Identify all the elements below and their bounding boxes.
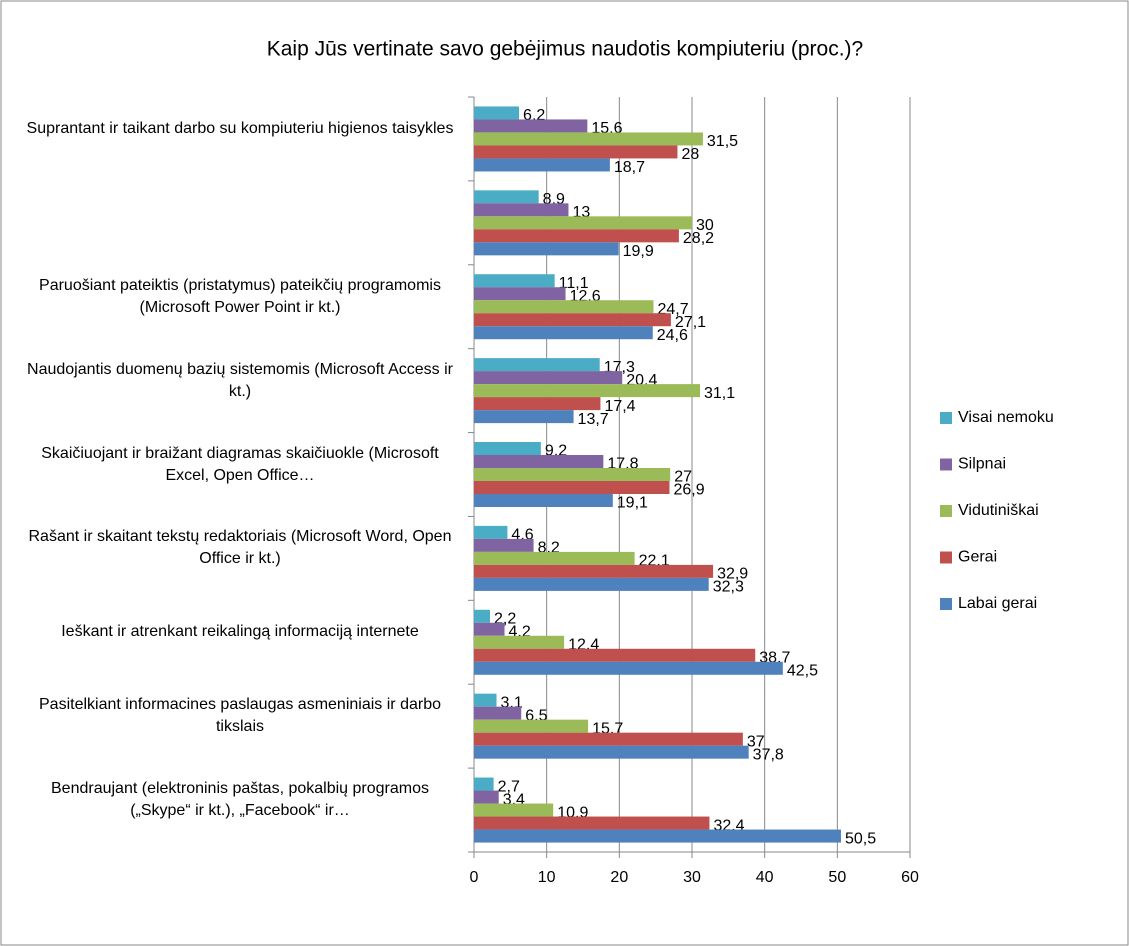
bar [474,693,497,707]
bar [474,564,714,578]
bar [474,803,554,817]
legend-swatch [940,551,952,564]
bar [474,745,749,759]
bar [474,203,569,217]
y-tick-label: Skaičiuojant ir braižant diagramas skaič… [41,444,439,484]
bar [474,525,508,539]
bar [474,538,534,552]
bar [474,609,490,623]
value-label: 19,1 [617,495,648,512]
bar [474,397,601,411]
bar [474,622,505,636]
bar [474,635,565,649]
bar [474,384,700,398]
bar [474,326,653,340]
bar [474,158,610,172]
y-tick-label: Rašant ir skaitant tekstų redaktoriais (… [28,528,452,568]
bar [474,494,613,507]
y-tick-label: Paruošiant pateiktis (pristatymus) patei… [39,276,441,316]
y-tick-label: Naudojantis duomenų bazių sistemomis (Mi… [27,360,453,400]
value-label: 28,2 [683,230,714,247]
legend-swatch [940,412,952,424]
bar [474,777,494,791]
value-label: 2,7 [498,778,520,795]
x-tick-label: 10 [538,869,556,886]
x-tick-label: 20 [610,869,628,886]
value-label: 18,7 [614,159,645,176]
x-tick-label: 50 [828,869,846,886]
bar [474,551,635,565]
bar [474,706,522,720]
value-label: 31,1 [704,385,735,402]
value-label: 37,8 [753,746,784,763]
bar [474,242,619,256]
bar [474,119,588,133]
value-label: 42,5 [787,662,818,679]
legend-swatch [940,505,952,517]
bar [474,132,703,146]
legend-label: Labai gerai [958,595,1037,612]
value-label: 32,9 [717,566,748,583]
value-label: 31,5 [707,133,738,150]
bar [474,732,743,746]
legend-swatch [940,458,952,471]
chart-title: Kaip Jūs vertinate savo gebėjimus naudot… [267,38,863,61]
legend-label: Vidutiniškai [958,502,1039,519]
bar [474,790,499,804]
value-label: 13,7 [578,411,609,428]
bar [474,145,678,159]
value-label: 28 [681,146,699,163]
bar [474,229,679,243]
value-label: 24,6 [657,327,688,344]
bar [474,816,710,830]
y-tick-label: Pasitelkiant informacines paslaugas asme… [39,696,441,736]
value-label: 27 [674,469,692,486]
value-label: 32,3 [713,579,744,596]
y-tick-label: Suprantant ir taikant darbo su kompiuter… [26,119,454,137]
value-label: 19,9 [623,243,654,260]
x-tick-label: 30 [683,869,701,886]
bar [474,829,841,843]
bar [474,468,671,481]
bar [474,410,574,424]
bar [474,287,566,301]
legend-label: Silpnai [958,456,1006,473]
legend-label: Gerai [958,549,997,566]
value-label: 11,1 [559,275,589,292]
bar [474,216,692,230]
value-label: 50,5 [845,830,876,847]
bar [474,481,670,494]
bar [474,719,589,733]
bar [474,577,709,591]
bar [474,313,671,327]
bar [474,300,654,314]
bar [474,455,604,468]
x-tick-label: 60 [901,869,919,886]
x-tick-label: 0 [470,869,479,886]
bar [474,358,600,372]
value-label: 26,9 [673,482,704,499]
bar [474,661,783,675]
y-tick-label: Bendraujant (elektroninis paštas, pokalb… [51,780,429,820]
bar [474,106,520,120]
bar [474,274,555,288]
legend-label: Visai nemoku [958,409,1054,426]
bar [474,442,541,455]
bar [474,371,623,385]
value-label: 27,1 [675,314,706,331]
bar [474,648,756,662]
x-tick-label: 40 [756,869,774,886]
value-label: 37 [747,733,765,750]
value-label: 30 [696,217,714,234]
value-label: 17,4 [604,398,635,415]
legend-swatch [940,598,952,610]
bar [474,190,539,204]
y-tick-label: Ieškant ir atrenkant reikalingą informac… [61,623,419,641]
